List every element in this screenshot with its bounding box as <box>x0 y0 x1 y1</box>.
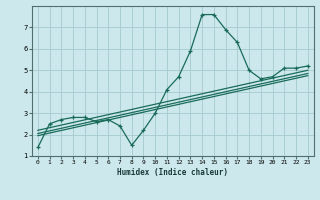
X-axis label: Humidex (Indice chaleur): Humidex (Indice chaleur) <box>117 168 228 177</box>
